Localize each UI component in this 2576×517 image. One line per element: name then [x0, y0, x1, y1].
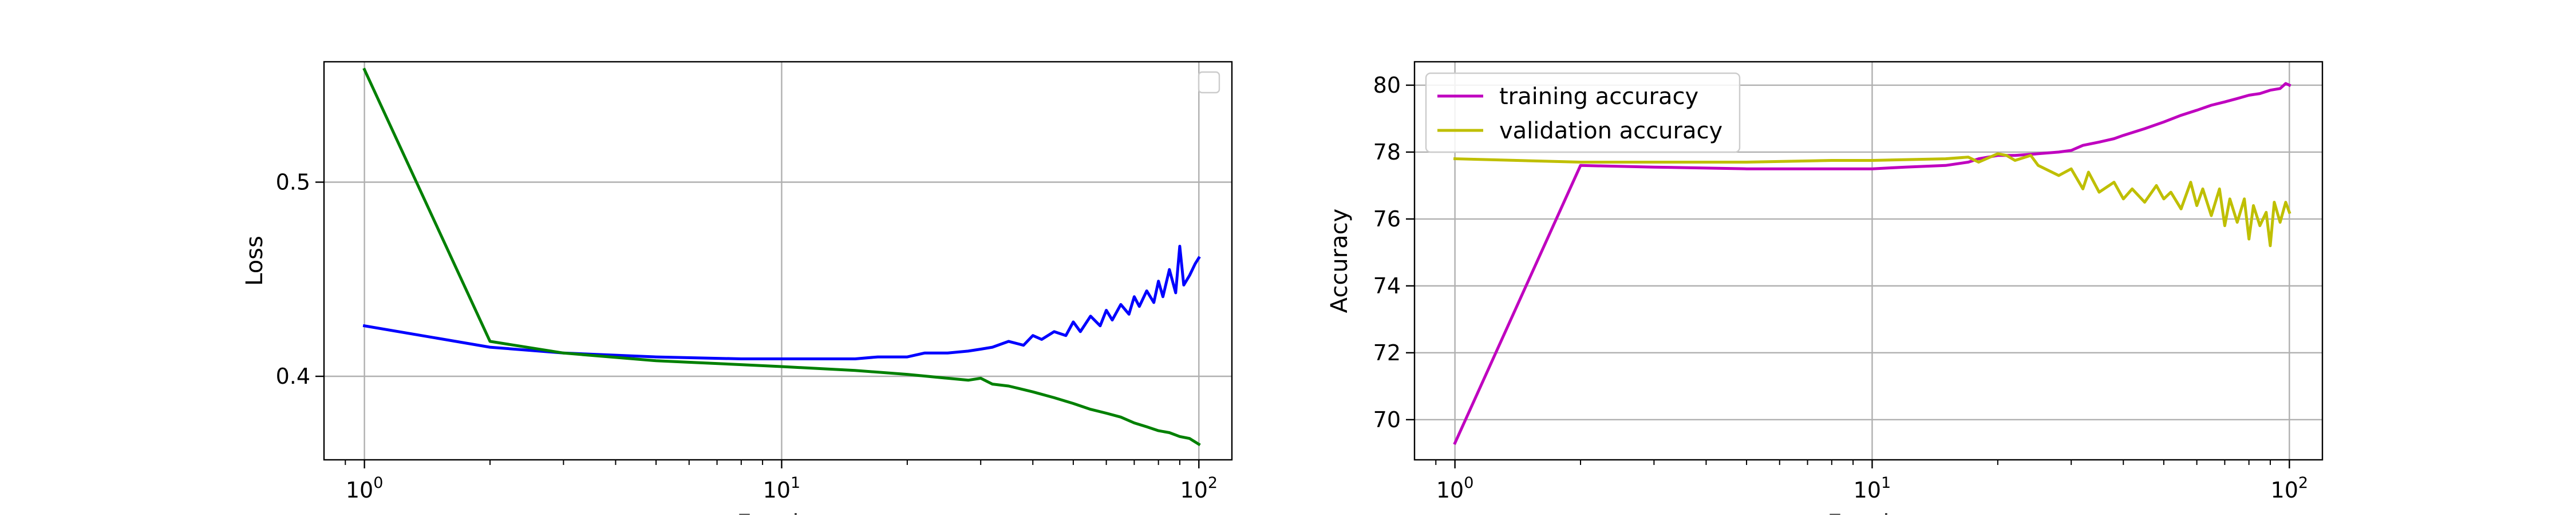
- series-line-1-2: [362, 67, 1201, 447]
- series-line-1-1: [362, 245, 1201, 360]
- plot-frame: [323, 61, 1233, 461]
- legend-box: [1425, 72, 1741, 153]
- y-tick-label: 74: [1373, 273, 1401, 299]
- y-tick-label: 72: [1373, 340, 1401, 365]
- plot-frame: [1413, 61, 2324, 461]
- y-tick-label: 76: [1373, 206, 1401, 232]
- series-line-training-accuracy: [1453, 82, 2291, 446]
- y-tick-label: 78: [1373, 140, 1401, 165]
- y-tick-label: 0.5: [276, 169, 310, 194]
- legend: training accuracy validation accuracy: [1425, 72, 1741, 153]
- legend-label: validation accuracy: [1499, 118, 1722, 144]
- y-axis-label: Accuracy: [1326, 209, 1353, 313]
- x-axis-label: Epochs: [737, 510, 819, 515]
- x-tick-label: 102: [2271, 474, 2309, 503]
- chart-panel-2: 100 101 102 70 72 74 76 78 80 Epochs Accuracy train…: [1326, 61, 2324, 517]
- legend-box: [1198, 71, 1220, 94]
- chart-panel-1: 100 101 102 0.4 0.5 Epochs Loss: [242, 61, 1233, 517]
- x-tick-label: 101: [763, 474, 801, 503]
- x-axis-label: Epochs: [1827, 510, 1909, 515]
- series-line-validation-accuracy: [1453, 152, 2291, 248]
- x-tick-label: 102: [1180, 474, 1218, 503]
- legend-label: training accuracy: [1499, 83, 1698, 110]
- y-tick-label: 70: [1373, 407, 1401, 432]
- x-tick-label: 101: [1854, 474, 1891, 503]
- y-axis-label: Loss: [242, 236, 268, 286]
- y-tick-label: 0.4: [276, 364, 310, 389]
- x-tick-label: 100: [346, 474, 384, 503]
- x-tick-label: 100: [1436, 474, 1474, 503]
- y-tick-label: 80: [1373, 73, 1401, 98]
